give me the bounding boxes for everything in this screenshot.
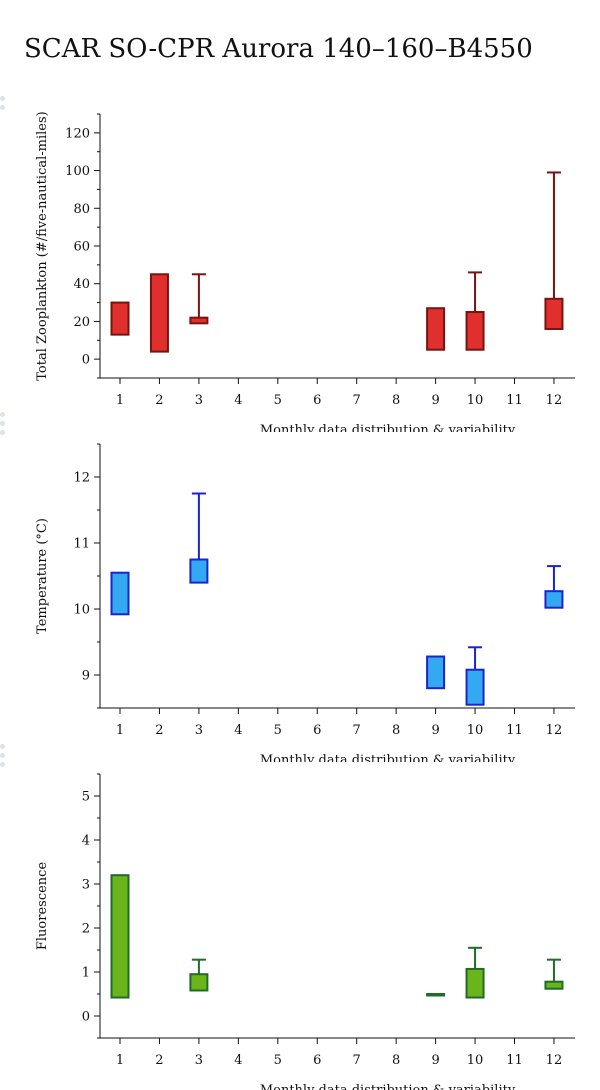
x-tick-label: 4 [234,393,242,408]
box-month-3 [189,558,209,584]
scroll-indicator-dots [0,744,8,771]
fluorescence-chart-panel: 012345123456789101112FluorescenceMonthly… [0,762,600,1090]
y-tick-label: 120 [65,126,90,141]
x-tick-label: 5 [274,723,282,738]
x-tick-label: 8 [392,393,400,408]
x-tick-label: 11 [506,723,523,738]
y-axis-label: Fluorescence [35,862,50,951]
x-tick-label: 3 [195,393,203,408]
box-month-12 [544,297,564,330]
page-title: SCAR SO-CPR Aurora 140–160–B4550 [24,34,533,64]
x-tick-label: 8 [392,1053,400,1068]
y-tick-label: 11 [73,537,90,552]
box-month-10 [465,967,485,999]
x-tick-label: 10 [467,723,484,738]
x-tick-label: 1 [116,1053,124,1068]
box-month-12 [544,980,564,990]
box-month-10 [465,668,485,706]
x-tick-label: 3 [195,1053,203,1068]
box-month-9 [426,307,446,351]
x-tick-label: 10 [467,1053,484,1068]
x-tick-label: 12 [546,723,563,738]
scroll-indicator-dots [0,412,8,439]
y-tick-label: 0 [82,353,90,368]
x-tick-label: 11 [506,393,523,408]
box-month-1 [110,301,130,336]
y-tick-label: 5 [82,790,90,805]
y-axis-label: Total Zooplankton (#/five-nautical-miles… [35,111,50,380]
zooplankton-chart-panel: 0 20 40 60 80 100 120 1 2 3 4 5 6 7 8 9 10 11 12 Total Zoop… [0,100,600,432]
y-tick-label: 60 [73,240,90,255]
y-tick-label: 20 [73,315,90,330]
y-tick-label: 4 [82,834,90,849]
box-month-12 [544,590,564,609]
scroll-indicator-dots [0,96,8,114]
x-tick-label: 7 [353,723,361,738]
y-tick-label: 9 [82,669,90,684]
box-month-10 [465,311,485,351]
x-tick-label: 7 [353,1053,361,1068]
x-tick-label: 12 [546,393,563,408]
x-tick-label: 5 [274,1053,282,1068]
x-tick-label: 2 [155,1053,163,1068]
y-tick-label: 100 [65,164,90,179]
y-tick-label: 2 [82,922,90,937]
y-tick-label: 10 [73,603,90,618]
x-tick-label: 1 [116,393,124,408]
x-axis-label: Monthly data distribution & variability [260,423,516,432]
x-tick-label: 9 [431,1053,439,1068]
y-tick-label: 3 [82,878,90,893]
x-tick-label: 4 [234,1053,242,1068]
y-tick-label: 0 [82,1010,90,1025]
box-month-2 [149,273,169,353]
x-tick-label: 1 [116,723,124,738]
x-tick-label: 2 [155,723,163,738]
x-tick-label: 3 [195,723,203,738]
y-tick-label: 1 [82,966,90,981]
fluorescence-box-chart: 012345123456789101112FluorescenceMonthly… [35,773,575,1090]
x-tick-label: 10 [467,393,484,408]
x-tick-label: 2 [155,393,163,408]
x-tick-label: 9 [431,393,439,408]
y-axis-label: Temperature (°C) [35,518,50,634]
y-tick-label: 40 [73,277,90,292]
box-month-9 [426,993,446,997]
box-month-1 [110,874,130,999]
x-axis-label: Monthly data distribution & variability [260,1083,516,1090]
x-axis-label: Monthly data distribution & variability [260,753,516,762]
box-month-3 [189,973,209,992]
x-tick-label: 6 [313,393,321,408]
y-tick-label: 80 [73,202,90,217]
x-tick-label: 4 [234,723,242,738]
x-tick-label: 8 [392,723,400,738]
box-month-3 [189,316,209,325]
x-tick-label: 7 [353,393,361,408]
x-tick-label: 5 [274,393,282,408]
x-tick-label: 6 [313,723,321,738]
y-tick-label: 12 [73,471,90,486]
x-tick-label: 6 [313,1053,321,1068]
box-month-9 [426,655,446,690]
box-month-1 [110,571,130,616]
x-tick-label: 11 [506,1053,523,1068]
temperature-chart-panel: 9 10 11 12 1 2 3 4 5 6 7 8 9 10 11 12 Temperature (°C) Mo… [0,432,600,762]
x-tick-label: 12 [546,1053,563,1068]
x-tick-label: 9 [431,723,439,738]
